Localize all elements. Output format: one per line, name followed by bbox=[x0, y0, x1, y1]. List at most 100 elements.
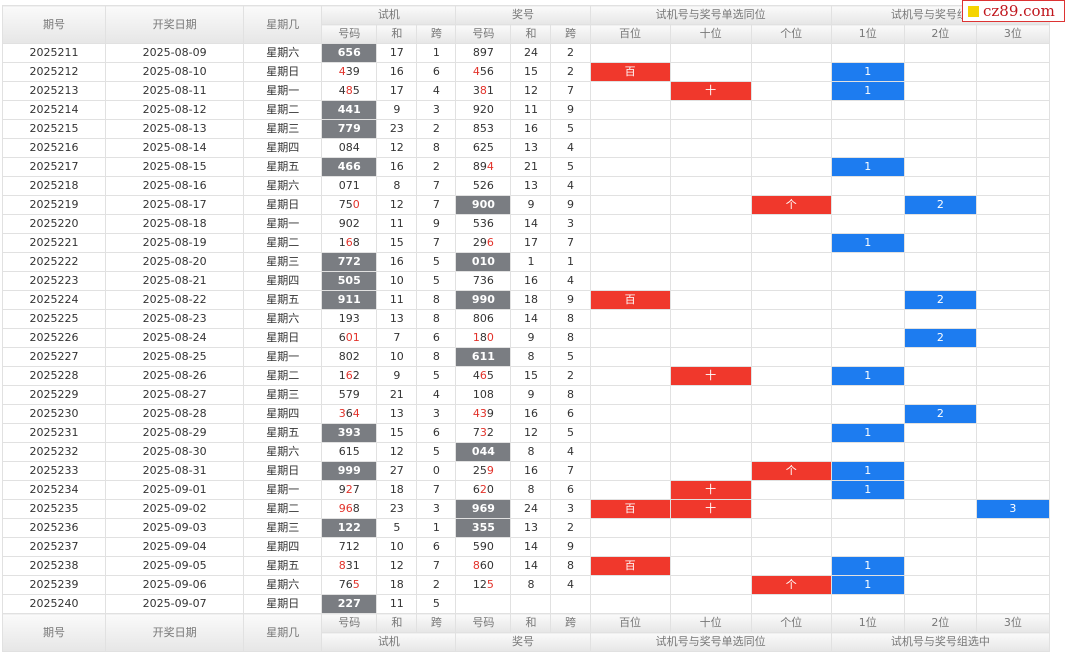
trial-span-cell: 8 bbox=[416, 309, 457, 329]
units-match-cell bbox=[750, 480, 832, 500]
trial-span-cell: 6 bbox=[416, 537, 457, 557]
header-period: 期号 bbox=[1, 5, 107, 44]
trial-sum-cell: 11 bbox=[376, 214, 418, 234]
draw-sum-cell: 8 bbox=[510, 442, 552, 462]
combo-pos1-cell bbox=[830, 271, 905, 291]
draw-sum-cell: 11 bbox=[510, 100, 552, 120]
draw-code-cell: 381 bbox=[455, 81, 512, 101]
combo-pos2-cell bbox=[903, 442, 977, 462]
weekday-cell: 星期日 bbox=[243, 594, 323, 614]
date-cell: 2025-08-11 bbox=[105, 81, 245, 101]
combo-pos1-cell bbox=[830, 176, 905, 196]
trial-code-cell: 999 bbox=[321, 461, 378, 481]
period-cell: 2025231 bbox=[1, 423, 107, 443]
tens-match-cell bbox=[669, 518, 752, 538]
combo-pos3-cell bbox=[975, 594, 1051, 614]
draw-span-cell: 9 bbox=[550, 195, 591, 215]
hundreds-match-cell bbox=[589, 461, 671, 481]
combo-pos1-cell: 1 bbox=[830, 157, 905, 177]
combo-pos1-cell bbox=[830, 290, 905, 310]
draw-code-cell: 969 bbox=[455, 499, 512, 519]
draw-span-cell: 4 bbox=[550, 176, 591, 196]
trial-code-cell: 802 bbox=[321, 347, 378, 367]
combo-pos3-cell bbox=[975, 385, 1051, 405]
logo-text: cz89.com bbox=[983, 2, 1055, 20]
combo-pos3-cell bbox=[975, 575, 1051, 595]
period-cell: 2025229 bbox=[1, 385, 107, 405]
trial-sum-cell: 11 bbox=[376, 594, 418, 614]
trial-span-cell: 9 bbox=[416, 214, 457, 234]
table-row: 2025239 2025-09-06 星期六 765 18 2 125 8 4 个 1 bbox=[1, 575, 1051, 595]
units-match-cell bbox=[750, 537, 832, 557]
footer-period: 期号 bbox=[1, 613, 107, 652]
date-cell: 2025-08-24 bbox=[105, 328, 245, 348]
combo-pos2-cell bbox=[903, 252, 977, 272]
combo-pos1-cell bbox=[830, 347, 905, 367]
draw-sum-cell: 13 bbox=[510, 138, 552, 158]
trial-sum-cell: 21 bbox=[376, 385, 418, 405]
weekday-cell: 星期六 bbox=[243, 43, 323, 63]
combo-pos1-cell bbox=[830, 385, 905, 405]
period-cell: 2025222 bbox=[1, 252, 107, 272]
combo-pos2-cell bbox=[903, 461, 977, 481]
date-cell: 2025-08-15 bbox=[105, 157, 245, 177]
trial-code-cell: 615 bbox=[321, 442, 378, 462]
trial-span-cell: 8 bbox=[416, 347, 457, 367]
trial-sum-cell: 12 bbox=[376, 195, 418, 215]
units-match-cell bbox=[750, 442, 832, 462]
tens-match-cell bbox=[669, 537, 752, 557]
hundreds-match-cell bbox=[589, 119, 671, 139]
draw-sum-cell: 16 bbox=[510, 404, 552, 424]
tens-match-cell bbox=[669, 328, 752, 348]
table-row: 2025224 2025-08-22 星期五 911 11 8 990 18 9 百 2 bbox=[1, 290, 1051, 310]
footer-pos3: 3位 bbox=[975, 613, 1051, 633]
trial-code-cell: 193 bbox=[321, 309, 378, 329]
draw-span-cell: 5 bbox=[550, 423, 591, 443]
footer-single-group: 试机号与奖号单选同位 bbox=[589, 632, 832, 652]
units-match-cell bbox=[750, 81, 832, 101]
draw-span-cell: 9 bbox=[550, 290, 591, 310]
draw-sum-cell: 9 bbox=[510, 328, 552, 348]
hundreds-match-cell bbox=[589, 233, 671, 253]
draw-sum-cell: 9 bbox=[510, 195, 552, 215]
combo-pos3-cell bbox=[975, 195, 1051, 215]
table-row: 2025211 2025-08-09 星期六 656 17 1 897 24 2 bbox=[1, 43, 1051, 63]
tens-match-cell bbox=[669, 423, 752, 443]
combo-pos2-cell: 2 bbox=[903, 290, 977, 310]
footer-draw-group: 奖号 bbox=[455, 632, 591, 652]
tens-match-cell bbox=[669, 461, 752, 481]
trial-span-cell: 3 bbox=[416, 100, 457, 120]
tens-match-cell: 十 bbox=[669, 480, 752, 500]
date-cell: 2025-08-30 bbox=[105, 442, 245, 462]
combo-pos2-cell bbox=[903, 176, 977, 196]
footer-draw-span: 跨 bbox=[550, 613, 591, 633]
date-cell: 2025-08-18 bbox=[105, 214, 245, 234]
draw-code-cell: 355 bbox=[455, 518, 512, 538]
draw-code-cell: 456 bbox=[455, 62, 512, 82]
tens-match-cell bbox=[669, 347, 752, 367]
tens-match-cell bbox=[669, 385, 752, 405]
units-match-cell: 个 bbox=[750, 195, 832, 215]
combo-pos1-cell: 1 bbox=[830, 81, 905, 101]
combo-pos3-cell bbox=[975, 271, 1051, 291]
trial-code-cell: 084 bbox=[321, 138, 378, 158]
trial-code-cell: 772 bbox=[321, 252, 378, 272]
period-cell: 2025214 bbox=[1, 100, 107, 120]
draw-span-cell: 9 bbox=[550, 537, 591, 557]
header-trial-code: 号码 bbox=[321, 24, 378, 44]
trial-sum-cell: 9 bbox=[376, 100, 418, 120]
trial-span-cell: 1 bbox=[416, 518, 457, 538]
draw-sum-cell: 8 bbox=[510, 480, 552, 500]
trial-sum-cell: 10 bbox=[376, 347, 418, 367]
trial-code-cell: 927 bbox=[321, 480, 378, 500]
hundreds-match-cell bbox=[589, 385, 671, 405]
site-logo[interactable]: cz89.com bbox=[962, 0, 1065, 22]
header-draw-span: 跨 bbox=[550, 24, 591, 44]
table-row: 2025240 2025-09-07 星期日 227 11 5 bbox=[1, 594, 1051, 614]
tens-match-cell bbox=[669, 442, 752, 462]
combo-pos1-cell bbox=[830, 309, 905, 329]
draw-code-cell: 900 bbox=[455, 195, 512, 215]
hundreds-match-cell bbox=[589, 480, 671, 500]
combo-pos2-cell bbox=[903, 119, 977, 139]
draw-sum-cell: 14 bbox=[510, 309, 552, 329]
